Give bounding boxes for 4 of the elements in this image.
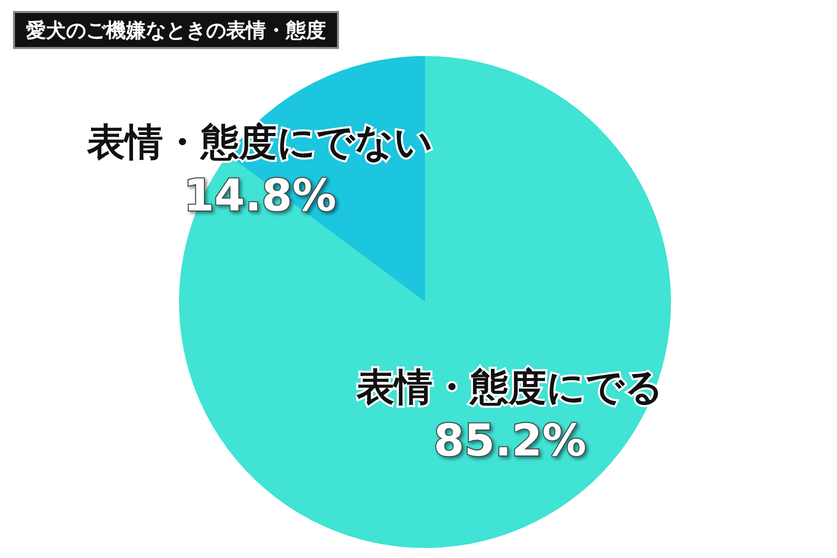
slice-label: 表情・態度にでない <box>86 120 433 164</box>
data-label: 85.2% <box>434 416 586 466</box>
slice-label: 表情・態度にでる <box>356 365 664 409</box>
chart-title: 愛犬のご機嫌なときの表情・態度 <box>26 18 326 42</box>
